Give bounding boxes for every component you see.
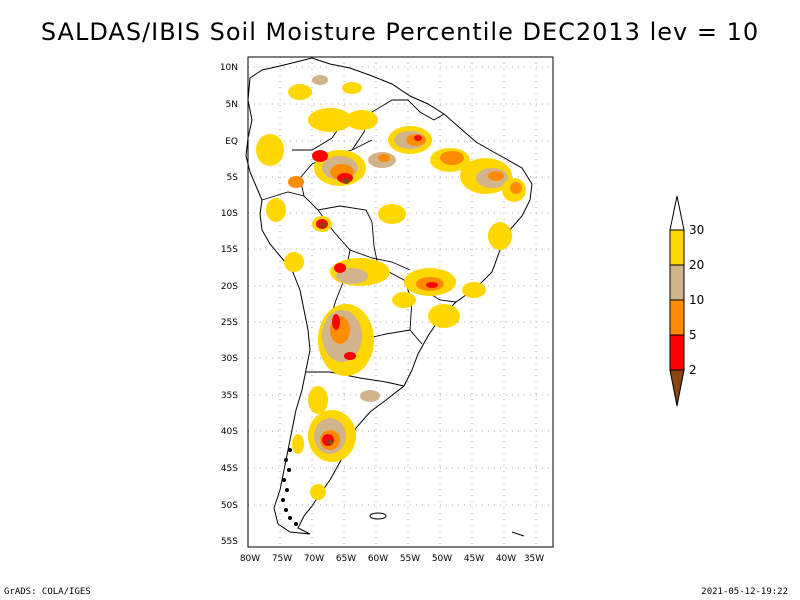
- lon-label: 35W: [524, 554, 544, 564]
- lon-label: 70W: [304, 554, 324, 564]
- lat-label: 20S: [221, 282, 238, 292]
- lon-labels: 80W 75W 70W 65W 60W 55W 50W 45W 40W 35W: [240, 554, 544, 564]
- lon-label: 45W: [464, 554, 484, 564]
- lon-label: 75W: [272, 554, 292, 564]
- shading-central: [284, 222, 512, 328]
- lat-labels: 10N 5N EQ 5S 10S 15S 20S 25S 30S 35S 40S…: [220, 63, 238, 547]
- lon-label: 55W: [400, 554, 420, 564]
- lat-label: 40S: [221, 427, 238, 437]
- lat-label: 15S: [221, 245, 238, 255]
- lon-label: 50W: [432, 554, 452, 564]
- lat-label: 55S: [221, 537, 238, 547]
- colorbar: 30 20 10 5 2: [669, 195, 704, 407]
- lon-label: 40W: [496, 554, 516, 564]
- map-title: SALDAS/IBIS Soil Moisture Percentile DEC…: [40, 18, 760, 46]
- colorbar-segment-2-5: [669, 334, 685, 371]
- lat-label: 35S: [221, 391, 238, 401]
- lon-label: 65W: [336, 554, 356, 564]
- colorbar-label: 20: [689, 258, 704, 272]
- colorbar-segment-10-20: [669, 264, 685, 301]
- lon-label: 80W: [240, 554, 260, 564]
- lat-label: EQ: [225, 137, 238, 147]
- lat-label: 10N: [220, 63, 238, 73]
- south-georgia: [511, 531, 525, 537]
- shading-north: [256, 75, 526, 232]
- footer-credit: GrADS: COLA/IGES: [4, 587, 91, 597]
- lat-label: 5S: [227, 173, 239, 183]
- soil-moisture-shading: [256, 75, 526, 500]
- colorbar-top-triangle: [669, 195, 685, 231]
- chile-archipelago: [281, 448, 298, 526]
- colorbar-label: 10: [689, 293, 704, 307]
- falkland-islands: [369, 512, 387, 520]
- colorbar-label: 30: [689, 223, 704, 237]
- lat-label: 25S: [221, 318, 238, 328]
- shading-south: [292, 304, 380, 500]
- colorbar-label: 5: [689, 328, 697, 342]
- lat-label: 5N: [226, 100, 238, 110]
- lat-label: 30S: [221, 354, 238, 364]
- lat-label: 10S: [221, 209, 238, 219]
- colorbar-segment-20-30: [669, 229, 685, 266]
- colorbar-label: 2: [689, 363, 697, 377]
- lat-label: 45S: [221, 464, 238, 474]
- footer-timestamp: 2021-05-12-19:22: [701, 587, 788, 597]
- south-america-outline: [245, 57, 533, 535]
- colorbar-bottom-triangle: [669, 369, 685, 407]
- colorbar-segment-5-10: [669, 299, 685, 336]
- lon-label: 60W: [368, 554, 388, 564]
- map-frame: [247, 56, 554, 548]
- map-gridlines: [248, 57, 553, 547]
- lat-label: 50S: [221, 501, 238, 511]
